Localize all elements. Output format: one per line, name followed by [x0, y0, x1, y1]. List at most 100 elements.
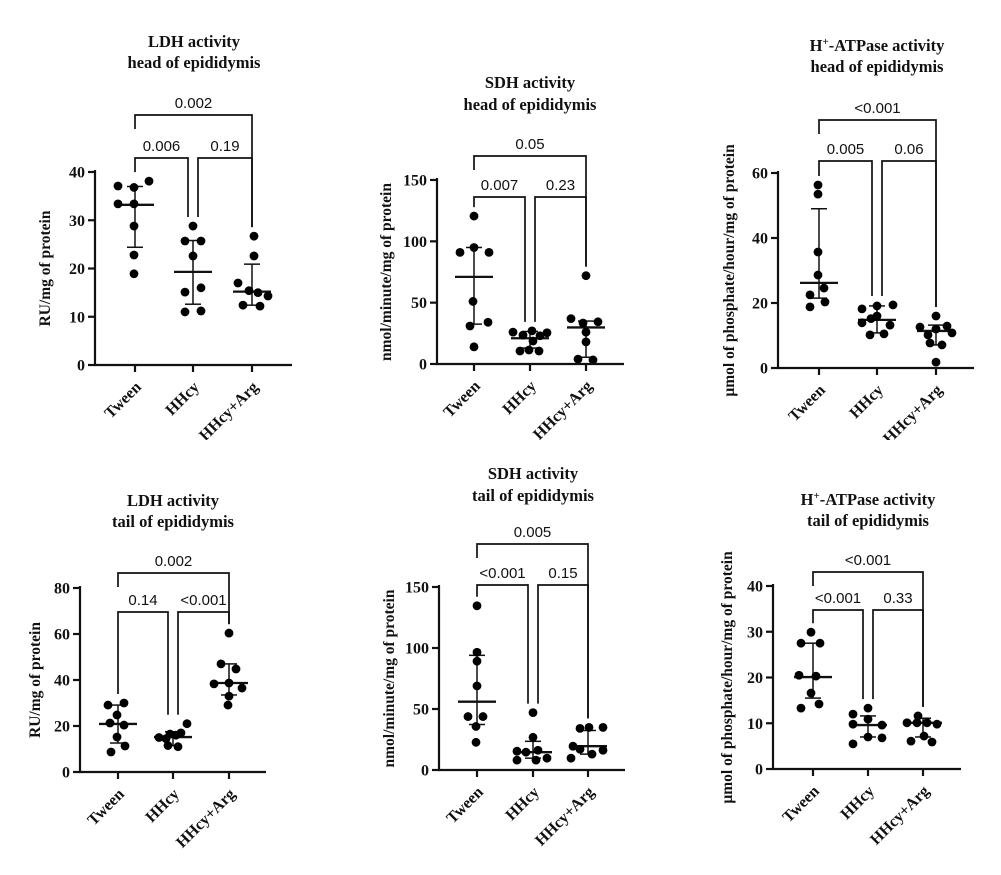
y-axis-title: RU/mg of protein	[27, 622, 44, 738]
y-tick-label: 20	[54, 719, 70, 736]
x-category-label: HHcy	[503, 784, 543, 824]
panel-atpase-tail: <0.001 0.33 <0.001 0 10 20 30 40 Tween HHcy HHcy+A…	[668, 440, 1001, 875]
y-tick-label: 20	[747, 670, 763, 687]
panel-title-line1: H+-ATPase activity	[810, 36, 945, 55]
data-point	[233, 278, 243, 288]
group-hhcy-arg	[233, 231, 273, 311]
y-tick-label: 40	[54, 673, 70, 690]
x-category-label: HHcy+Arg	[532, 784, 598, 850]
data-point	[180, 307, 190, 317]
data-point	[947, 328, 957, 338]
y-tick-label: 40	[752, 231, 768, 248]
bracket-right	[537, 584, 589, 719]
data-point	[472, 656, 482, 666]
data-point	[848, 709, 858, 719]
data-point	[469, 342, 479, 352]
data-point	[515, 346, 525, 356]
data-point	[263, 291, 273, 301]
data-point	[472, 681, 482, 691]
bracket-left	[134, 157, 189, 218]
axes	[766, 584, 961, 776]
p-value-top: 0.05	[515, 136, 544, 153]
data-point	[912, 718, 922, 728]
data-point	[813, 189, 823, 199]
y-tick-label: 20	[752, 296, 768, 313]
p-values: <0.001 0.15 0.005	[479, 524, 577, 582]
panel-title: H+-ATPase activity tail of epididymis	[801, 490, 936, 530]
data-point	[942, 321, 952, 331]
data-point	[129, 221, 139, 231]
bracket-top	[117, 572, 230, 625]
data-point	[216, 659, 226, 669]
significance-brackets	[476, 543, 589, 719]
data-point	[568, 741, 578, 751]
panel-title: H+-ATPase activity head of epididymis	[810, 36, 945, 76]
data-point	[587, 749, 597, 759]
group-hhcy	[508, 326, 552, 356]
panel-title: SDH activity head of epididymis	[464, 73, 598, 114]
p-value-left: 0.005	[827, 141, 865, 158]
data-point	[472, 601, 482, 611]
data-point	[542, 328, 552, 338]
data-point	[877, 733, 887, 743]
p-value-right: 0.23	[546, 177, 575, 194]
data-point	[188, 221, 198, 231]
data-point	[196, 236, 206, 246]
data-point	[535, 331, 545, 341]
x-category-label: Tween	[444, 784, 487, 827]
panel-ldh-tail: 0.14 <0.001 0.002 0 20 40 60 80 Tween HHcy HHcy+Ar…	[0, 440, 334, 875]
data-point	[238, 300, 248, 310]
data-point	[463, 712, 473, 721]
data-point	[196, 283, 206, 293]
data-point	[255, 301, 265, 311]
data-point	[794, 670, 804, 680]
data-point	[119, 720, 129, 730]
data-point	[813, 180, 823, 190]
data-point	[224, 628, 234, 638]
data-point	[857, 304, 867, 314]
x-category-label: HHcy+Arg	[530, 378, 596, 440]
x-category-label: HHcy+Arg	[173, 786, 239, 852]
data-point	[508, 327, 518, 337]
data-point	[144, 176, 154, 186]
data-point	[465, 321, 475, 331]
data-point	[865, 330, 875, 340]
data-point	[112, 732, 122, 742]
panel-title-line2: tail of epididymis	[112, 512, 235, 531]
y-tick-label: 100	[405, 641, 429, 658]
data-point	[161, 734, 171, 744]
y-tick-label: 60	[752, 166, 768, 183]
data-point	[224, 678, 234, 688]
significance-brackets	[134, 114, 253, 228]
data-point	[163, 741, 173, 750]
data-point	[813, 270, 823, 280]
y-axis-title: nmol/minute/mg of protein	[381, 589, 398, 767]
data-point	[923, 330, 933, 340]
data-point	[103, 700, 113, 710]
data-point	[182, 719, 192, 729]
y-tick-label: 60	[54, 627, 70, 644]
data-point	[927, 737, 937, 747]
x-category-label: HHcy	[847, 382, 887, 422]
panel-title-line2: tail of epididymis	[472, 486, 595, 505]
p-value-right: <0.001	[180, 592, 226, 609]
bracket-left	[117, 611, 169, 715]
data-point	[253, 288, 263, 298]
p-value-left: <0.001	[815, 590, 861, 607]
data-point	[521, 747, 531, 757]
group-tween	[800, 180, 838, 312]
group-tween	[455, 211, 494, 352]
panel-title-line1: H+-ATPase activity	[801, 490, 936, 509]
bracket-left	[812, 609, 864, 700]
data-point	[931, 311, 941, 321]
data-point	[129, 199, 139, 209]
data-point	[575, 744, 585, 754]
panel-title-line1: LDH activity	[148, 32, 241, 51]
p-value-left: <0.001	[479, 565, 525, 582]
group-hhcy-arg	[902, 711, 942, 747]
panel-sdh-tail: <0.001 0.15 0.005 0 50 100 150 Tween HHcy HHcy+Ar…	[334, 440, 668, 875]
y-tick-labels: 0 10 20 30 40	[69, 165, 85, 375]
